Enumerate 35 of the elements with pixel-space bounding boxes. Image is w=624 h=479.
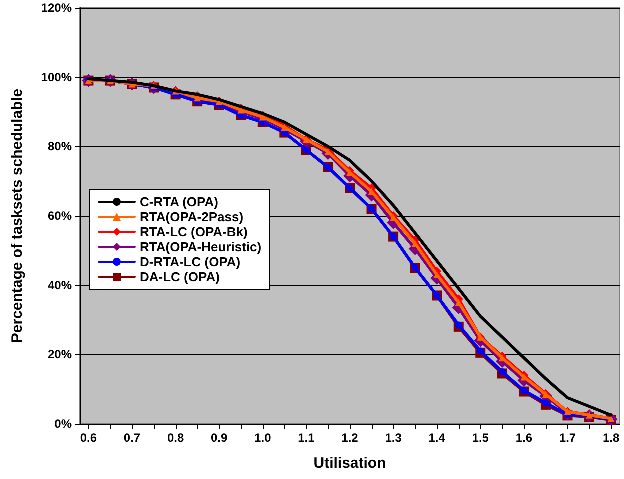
x-axis-title: Utilisation	[314, 455, 386, 472]
y-tick-label: 60%	[48, 209, 72, 223]
x-tick-label: 0.6	[80, 431, 98, 445]
x-tick-label: 1.3	[385, 431, 402, 445]
y-tick-label: 40%	[48, 278, 72, 292]
y-axis-title: Percentage of tasksets schedulable	[9, 88, 26, 344]
point	[281, 124, 288, 132]
x-tick-label: 1.5	[472, 431, 490, 445]
point	[477, 348, 484, 355]
legend-label: C-RTA (OPA)	[140, 194, 218, 210]
x-tick-label: 1.4	[428, 431, 446, 445]
point	[520, 387, 528, 394]
legend-label: RTA-LC (OPA-Bk)	[140, 224, 248, 240]
x-tick-label: 0.7	[124, 431, 141, 445]
x-tick-label: 1.2	[342, 431, 359, 445]
x-tick-label: 0.9	[211, 431, 228, 445]
legend-label: DA-LC (OPA)	[140, 270, 220, 284]
y-tick-label: 100%	[41, 70, 72, 84]
x-tick-label: 1.1	[298, 431, 316, 445]
y-tick-label: 80%	[48, 140, 72, 154]
point	[498, 368, 506, 376]
x-tick-label: 1.6	[516, 431, 533, 445]
y-tick-label: 20%	[48, 348, 72, 362]
x-tick-label: 1.8	[602, 431, 620, 445]
point	[542, 400, 550, 407]
legend-label: RTA(OPA-2Pass)	[140, 210, 244, 224]
x-tick-label: 0.8	[167, 431, 184, 445]
x-tick-label: 1.7	[559, 431, 576, 445]
x-tick-label: 1.0	[254, 431, 272, 445]
legend-label: RTA(OPA-Heuristic)	[140, 240, 262, 254]
legend-label: D-RTA-LC (OPA)	[140, 254, 241, 270]
point	[455, 299, 462, 306]
y-tick-label: 0%	[54, 417, 72, 431]
point	[455, 322, 462, 329]
y-tick-label: 120%	[41, 1, 72, 15]
